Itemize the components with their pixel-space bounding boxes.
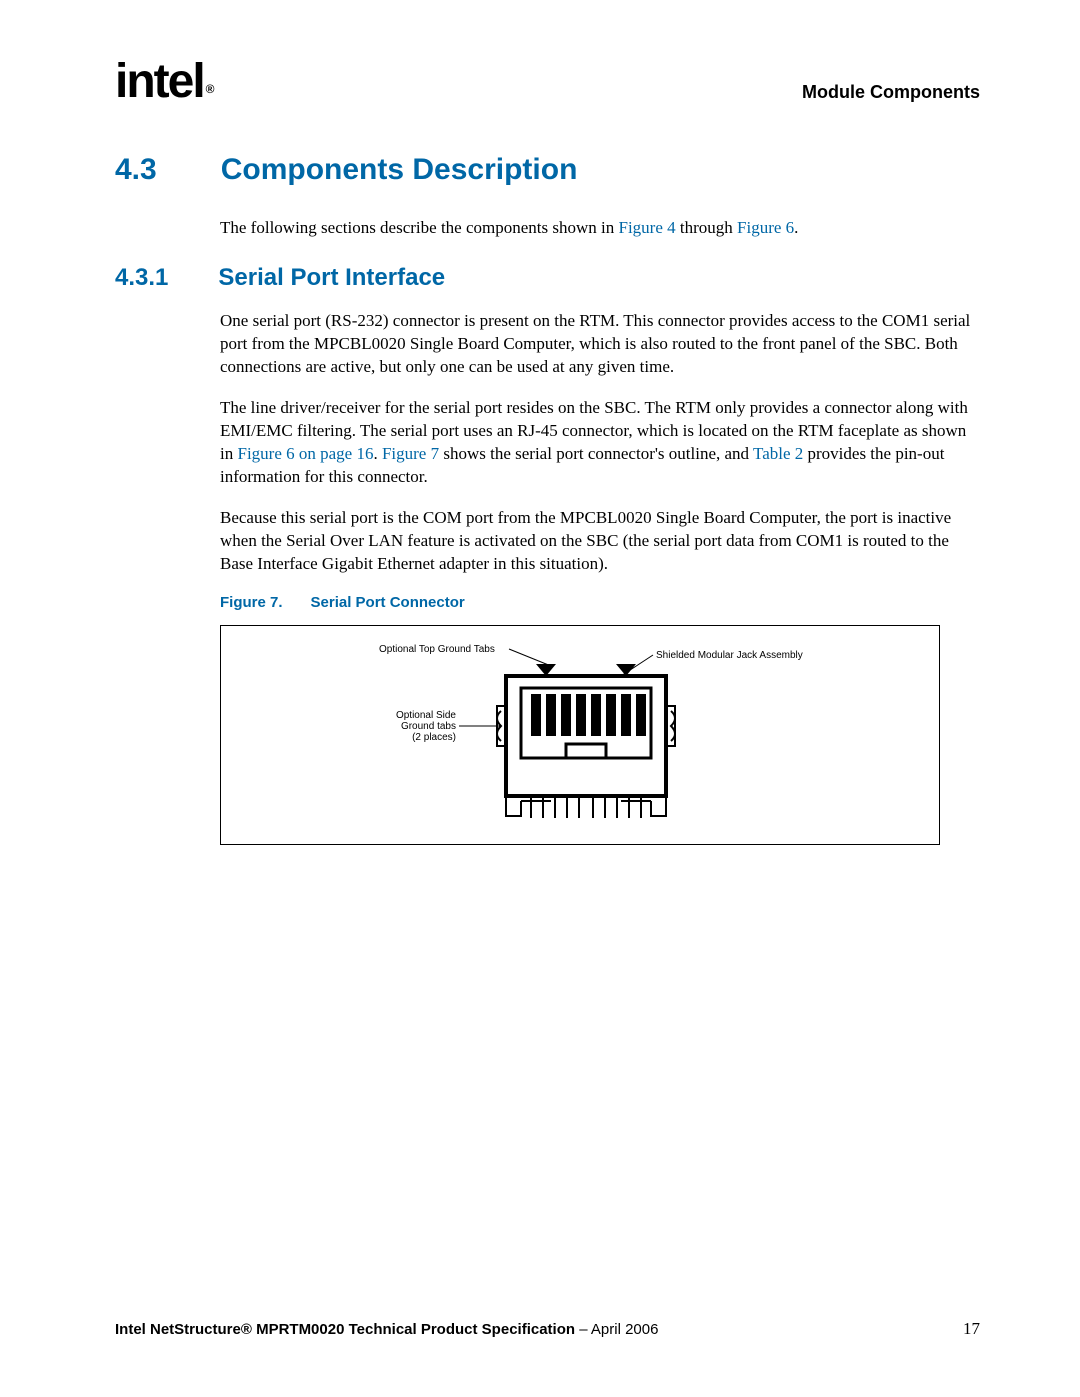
- section-heading-4-3-1: 4.3.1 Serial Port Interface: [115, 264, 980, 292]
- intro-text-b: through: [676, 218, 737, 237]
- intel-logo: intel®: [115, 60, 211, 103]
- paragraph-2: The line driver/receiver for the serial …: [220, 397, 980, 489]
- connector-icon: [221, 626, 941, 846]
- page-header: intel® Module Components: [115, 60, 980, 103]
- figure-label-prefix: Figure 7.: [220, 594, 283, 611]
- page-footer: Intel NetStructure® MPRTM0020 Technical …: [115, 1319, 980, 1339]
- p2-text-b: .: [373, 444, 382, 463]
- footer-left: Intel NetStructure® MPRTM0020 Technical …: [115, 1321, 658, 1338]
- subsection-title: Serial Port Interface: [218, 264, 445, 292]
- intro-text-a: The following sections describe the comp…: [220, 218, 618, 237]
- page-number: 17: [963, 1319, 980, 1339]
- figure-caption-text: Serial Port Connector: [311, 594, 465, 611]
- figure-7-diagram: Optional Top Ground Tabs Shielded Modula…: [220, 625, 940, 845]
- figure-6-page-link[interactable]: Figure 6 on page 16: [237, 444, 373, 463]
- intro-paragraph: The following sections describe the comp…: [220, 217, 980, 240]
- figure-4-link[interactable]: Figure 4: [618, 218, 675, 237]
- figure-7-link[interactable]: Figure 7: [382, 444, 439, 463]
- logo-text: intel: [115, 55, 204, 108]
- p2-text-c: shows the serial port connector's outlin…: [439, 444, 753, 463]
- footer-date: – April 2006: [575, 1321, 658, 1338]
- section-number: 4.3: [115, 153, 157, 187]
- subsection-number: 4.3.1: [115, 264, 168, 292]
- section-title: Components Description: [221, 153, 578, 187]
- intro-text-c: .: [794, 218, 798, 237]
- paragraph-1: One serial port (RS-232) connector is pr…: [220, 310, 980, 379]
- registered-mark: ®: [206, 82, 213, 96]
- figure-7-caption: Figure 7. Serial Port Connector: [220, 594, 980, 611]
- paragraph-3: Because this serial port is the COM port…: [220, 507, 980, 576]
- section-heading-4-3: 4.3 Components Description: [115, 153, 980, 187]
- header-right-title: Module Components: [802, 82, 980, 103]
- table-2-link[interactable]: Table 2: [753, 444, 803, 463]
- figure-6-link[interactable]: Figure 6: [737, 218, 794, 237]
- footer-doc-title: Intel NetStructure® MPRTM0020 Technical …: [115, 1321, 575, 1338]
